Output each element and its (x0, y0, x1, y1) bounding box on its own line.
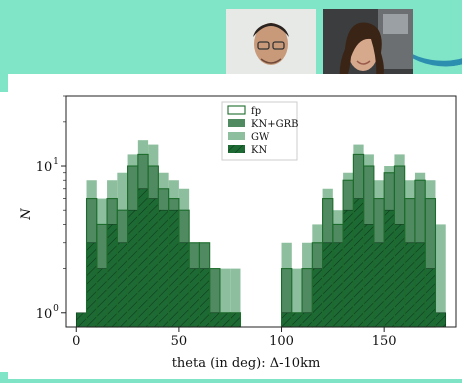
x-tick-label: 150 (372, 334, 397, 349)
bar-kn (424, 268, 436, 328)
bar-kn (219, 312, 231, 328)
legend-swatch-gw (228, 132, 245, 140)
bar-kn-grb (209, 268, 220, 327)
axes-frame (65, 95, 457, 328)
x-axis-ticks: 0 50 100 150 (72, 327, 397, 349)
bar-kn (312, 268, 323, 328)
bar-kn (168, 209, 180, 328)
legend-label-kn: KN (251, 145, 267, 156)
bar-kn (332, 242, 344, 328)
chart-legend: fp KN+GRB GW KN (221, 101, 298, 161)
bar-kn (158, 209, 169, 328)
bar-kn-grb (425, 198, 436, 327)
x-axis-label: theta (in deg): Δ-10km (172, 356, 321, 371)
bar-kn (199, 268, 210, 328)
x-tick-label: 50 (171, 334, 188, 349)
y-tick-exponent: 0 (53, 304, 59, 314)
bar-kn (178, 242, 190, 328)
bar-kn (322, 242, 334, 328)
bar-gw (291, 268, 303, 327)
bar-kn (435, 312, 447, 328)
bar-kn (373, 242, 385, 328)
bar-kn (394, 224, 405, 328)
series-fp-outline (85, 153, 437, 328)
bar-kn (106, 224, 118, 328)
legend-label-fp: fp (251, 106, 261, 117)
legend-swatch-kn-grb (228, 119, 245, 127)
bar-kn (75, 312, 87, 328)
bar-kn (209, 312, 221, 328)
legend-label-kn-grb: KN+GRB (251, 119, 298, 130)
y-tick-exponent: 1 (53, 157, 59, 167)
legend-label-gw: GW (251, 132, 270, 143)
y-axis-label: N (19, 208, 34, 221)
bar-kn (363, 224, 375, 328)
x-tick-label: 100 (269, 334, 294, 349)
bar-gw (219, 268, 231, 327)
bar-kn (86, 242, 98, 328)
y-tick-label: 10 (36, 307, 53, 322)
bar-kn (147, 198, 159, 328)
bar-kn-grb (302, 268, 313, 327)
bar-gw (230, 268, 241, 327)
chart-card: 0 50 100 150 10 0 10 1 N theta (in deg): Δ-10k… (8, 74, 462, 379)
bar-kn (404, 242, 416, 328)
legend-swatch-kn (228, 145, 245, 153)
bar-kn (188, 268, 200, 328)
series-kn-bars (75, 188, 447, 328)
bar-kn-grb (281, 268, 292, 327)
bar-kn (301, 312, 313, 328)
bar-kn (342, 209, 354, 328)
bar-kn (117, 242, 128, 328)
bar-kn (229, 312, 241, 328)
bar-kn (127, 209, 139, 328)
bar-kn (291, 312, 303, 328)
bar-kn (353, 198, 364, 328)
bar-kn (383, 209, 395, 328)
y-tick-label: 10 (36, 160, 53, 175)
bar-kn (96, 268, 108, 328)
legend-swatch-fp (227, 105, 246, 115)
bar-gw (435, 224, 446, 327)
bar-kn (281, 312, 293, 328)
bar-kn (137, 188, 149, 328)
bar-kn (414, 242, 426, 328)
x-tick-label: 0 (72, 334, 80, 349)
